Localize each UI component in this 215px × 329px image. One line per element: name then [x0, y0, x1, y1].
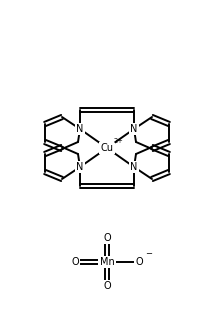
- Text: N: N: [76, 124, 84, 134]
- Text: 2+: 2+: [113, 138, 123, 144]
- Text: O: O: [103, 233, 111, 243]
- Text: N: N: [130, 124, 138, 134]
- Text: O: O: [103, 281, 111, 291]
- Text: Cu: Cu: [100, 143, 114, 153]
- Text: Mn: Mn: [100, 257, 114, 267]
- Text: N: N: [130, 162, 138, 172]
- Text: −: −: [145, 249, 152, 258]
- Text: O: O: [71, 257, 79, 267]
- Text: O: O: [135, 257, 143, 267]
- Text: N: N: [76, 162, 84, 172]
